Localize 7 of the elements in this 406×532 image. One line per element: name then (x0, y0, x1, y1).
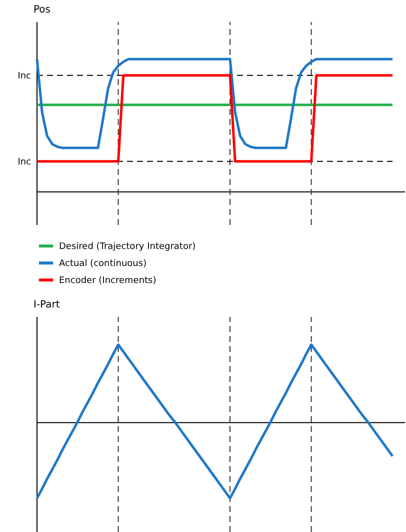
legend-label: Desired (Trajectory Integrator) (59, 242, 196, 252)
ref-line-label: Inc (18, 71, 32, 82)
ref-line-label: Inc (18, 157, 32, 168)
legend-label: Encoder (Increments) (59, 276, 156, 286)
y-axis-title: I-Part (34, 300, 60, 310)
legend-label: Actual (continuous) (59, 259, 147, 269)
y-axis-title: Pos (34, 4, 51, 16)
